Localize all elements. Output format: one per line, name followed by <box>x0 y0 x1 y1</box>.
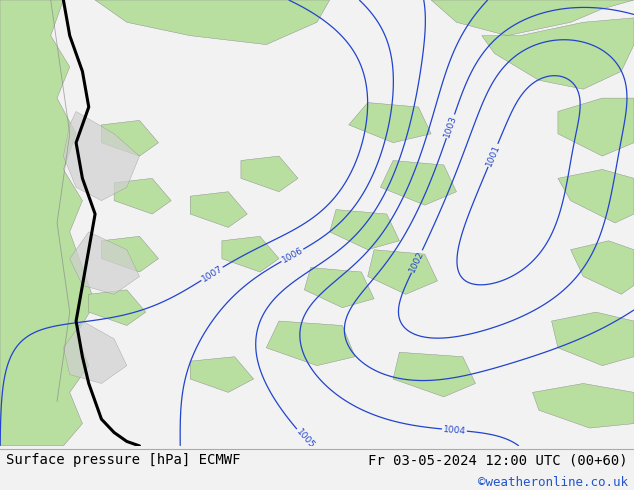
Text: 1004: 1004 <box>443 424 466 436</box>
Text: 1002: 1002 <box>408 249 426 274</box>
Text: Fr 03-05-2024 12:00 UTC (00+60): Fr 03-05-2024 12:00 UTC (00+60) <box>368 453 628 467</box>
Text: ©weatheronline.co.uk: ©weatheronline.co.uk <box>477 476 628 489</box>
Text: 1001: 1001 <box>484 143 501 168</box>
Text: 1007: 1007 <box>200 264 224 284</box>
Text: 1003: 1003 <box>443 114 458 139</box>
Text: Surface pressure [hPa] ECMWF: Surface pressure [hPa] ECMWF <box>6 453 241 467</box>
Text: 1005: 1005 <box>294 427 316 450</box>
Text: 1006: 1006 <box>280 246 304 265</box>
